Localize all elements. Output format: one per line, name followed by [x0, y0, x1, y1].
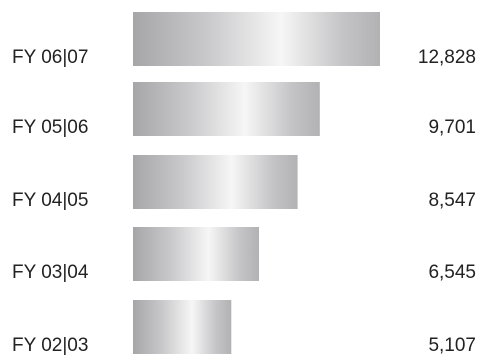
category-label: FY 02|03: [12, 335, 88, 356]
value-label: 8,547: [428, 190, 476, 211]
bar-3: [133, 227, 259, 281]
bar-0: [133, 12, 380, 66]
category-label: FY 05|06: [12, 117, 88, 138]
value-label: 6,545: [428, 262, 476, 283]
value-label: 9,701: [428, 117, 476, 138]
labels-group: FY 06|07 12,828 FY 05|06 9,701 FY 04|05 8,547…: [12, 47, 476, 356]
category-label: FY 06|07: [12, 47, 88, 68]
value-label: 12,828: [418, 47, 476, 68]
category-label: FY 04|05: [12, 190, 88, 211]
category-label: FY 03|04: [12, 262, 89, 283]
bar-1: [133, 82, 320, 136]
bars-group: [133, 12, 380, 354]
bar-2: [133, 155, 298, 209]
value-label: 5,107: [428, 335, 476, 356]
bar-4: [133, 300, 232, 354]
